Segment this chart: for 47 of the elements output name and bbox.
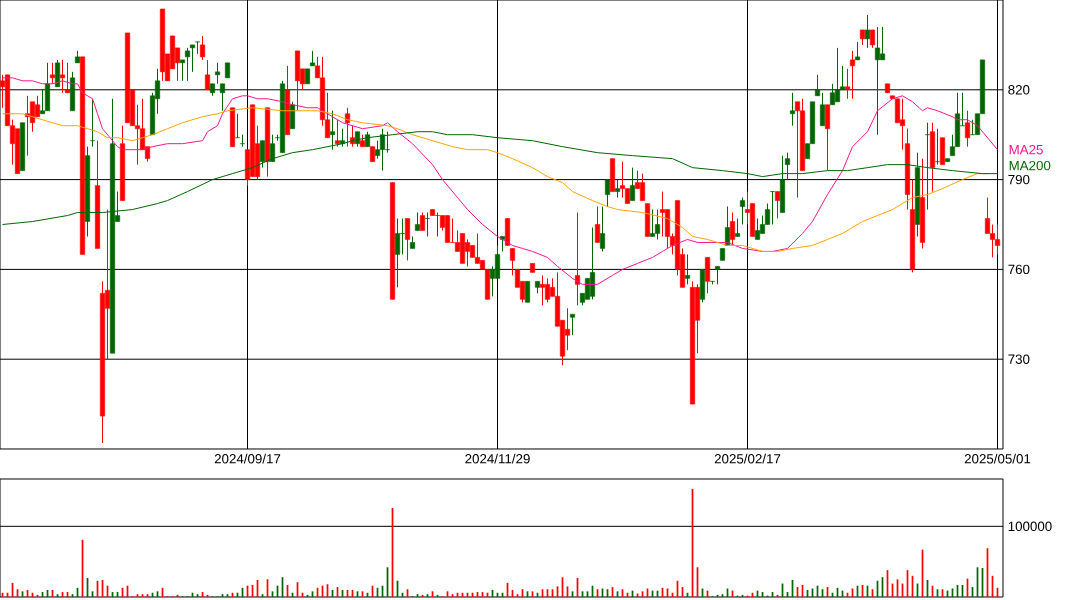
candlestick [714, 265, 721, 285]
candlestick [854, 41, 861, 61]
series-label: MA25 [1009, 144, 1043, 155]
candlestick [864, 14, 871, 49]
candlestick [444, 215, 451, 243]
x-tick-label: 2024/11/29 [465, 453, 530, 464]
y-tick-label: 820 [1008, 85, 1030, 95]
candlestick [59, 59, 66, 94]
y-tick-label: 760 [1008, 264, 1030, 275]
candlestick [684, 253, 691, 285]
series-label: MA200 [1009, 160, 1051, 171]
candlestick [309, 50, 316, 67]
x-tick-label: 2025/05/01 [964, 453, 1031, 464]
candlestick [504, 218, 511, 246]
candlestick [194, 41, 201, 55]
candlestick [734, 218, 741, 237]
candlestick [789, 92, 796, 127]
candlestick [879, 26, 886, 61]
candlestick [74, 50, 81, 64]
candlestick [649, 209, 656, 237]
candlestick [569, 313, 576, 336]
y-tick-label: 730 [1008, 354, 1030, 364]
candlestick [224, 62, 231, 79]
candlestick [64, 62, 71, 94]
x-tick-label: 2024/09/17 [214, 453, 281, 464]
candlestick [184, 47, 191, 82]
candlestick [189, 44, 196, 73]
candlestick [614, 179, 621, 199]
candlestick [849, 50, 856, 100]
candlestick [944, 158, 951, 163]
candlestick [644, 203, 651, 237]
candlestick [49, 62, 56, 85]
candlestick [214, 62, 221, 85]
candlestick [429, 209, 436, 217]
x-tick-label: 2025/02/17 [714, 453, 781, 464]
candlestick [304, 68, 311, 85]
y-tick-label: 790 [1008, 174, 1030, 185]
candlestick [539, 274, 546, 306]
y-tick-label: 100000 [1008, 521, 1052, 532]
candlestick [179, 59, 186, 82]
candlestick [884, 83, 891, 94]
candlestick [844, 68, 851, 100]
candlestick [389, 182, 396, 300]
candlestick [659, 191, 666, 237]
candlestick [749, 203, 756, 237]
candlestick [769, 191, 776, 225]
candlestick [859, 29, 866, 46]
